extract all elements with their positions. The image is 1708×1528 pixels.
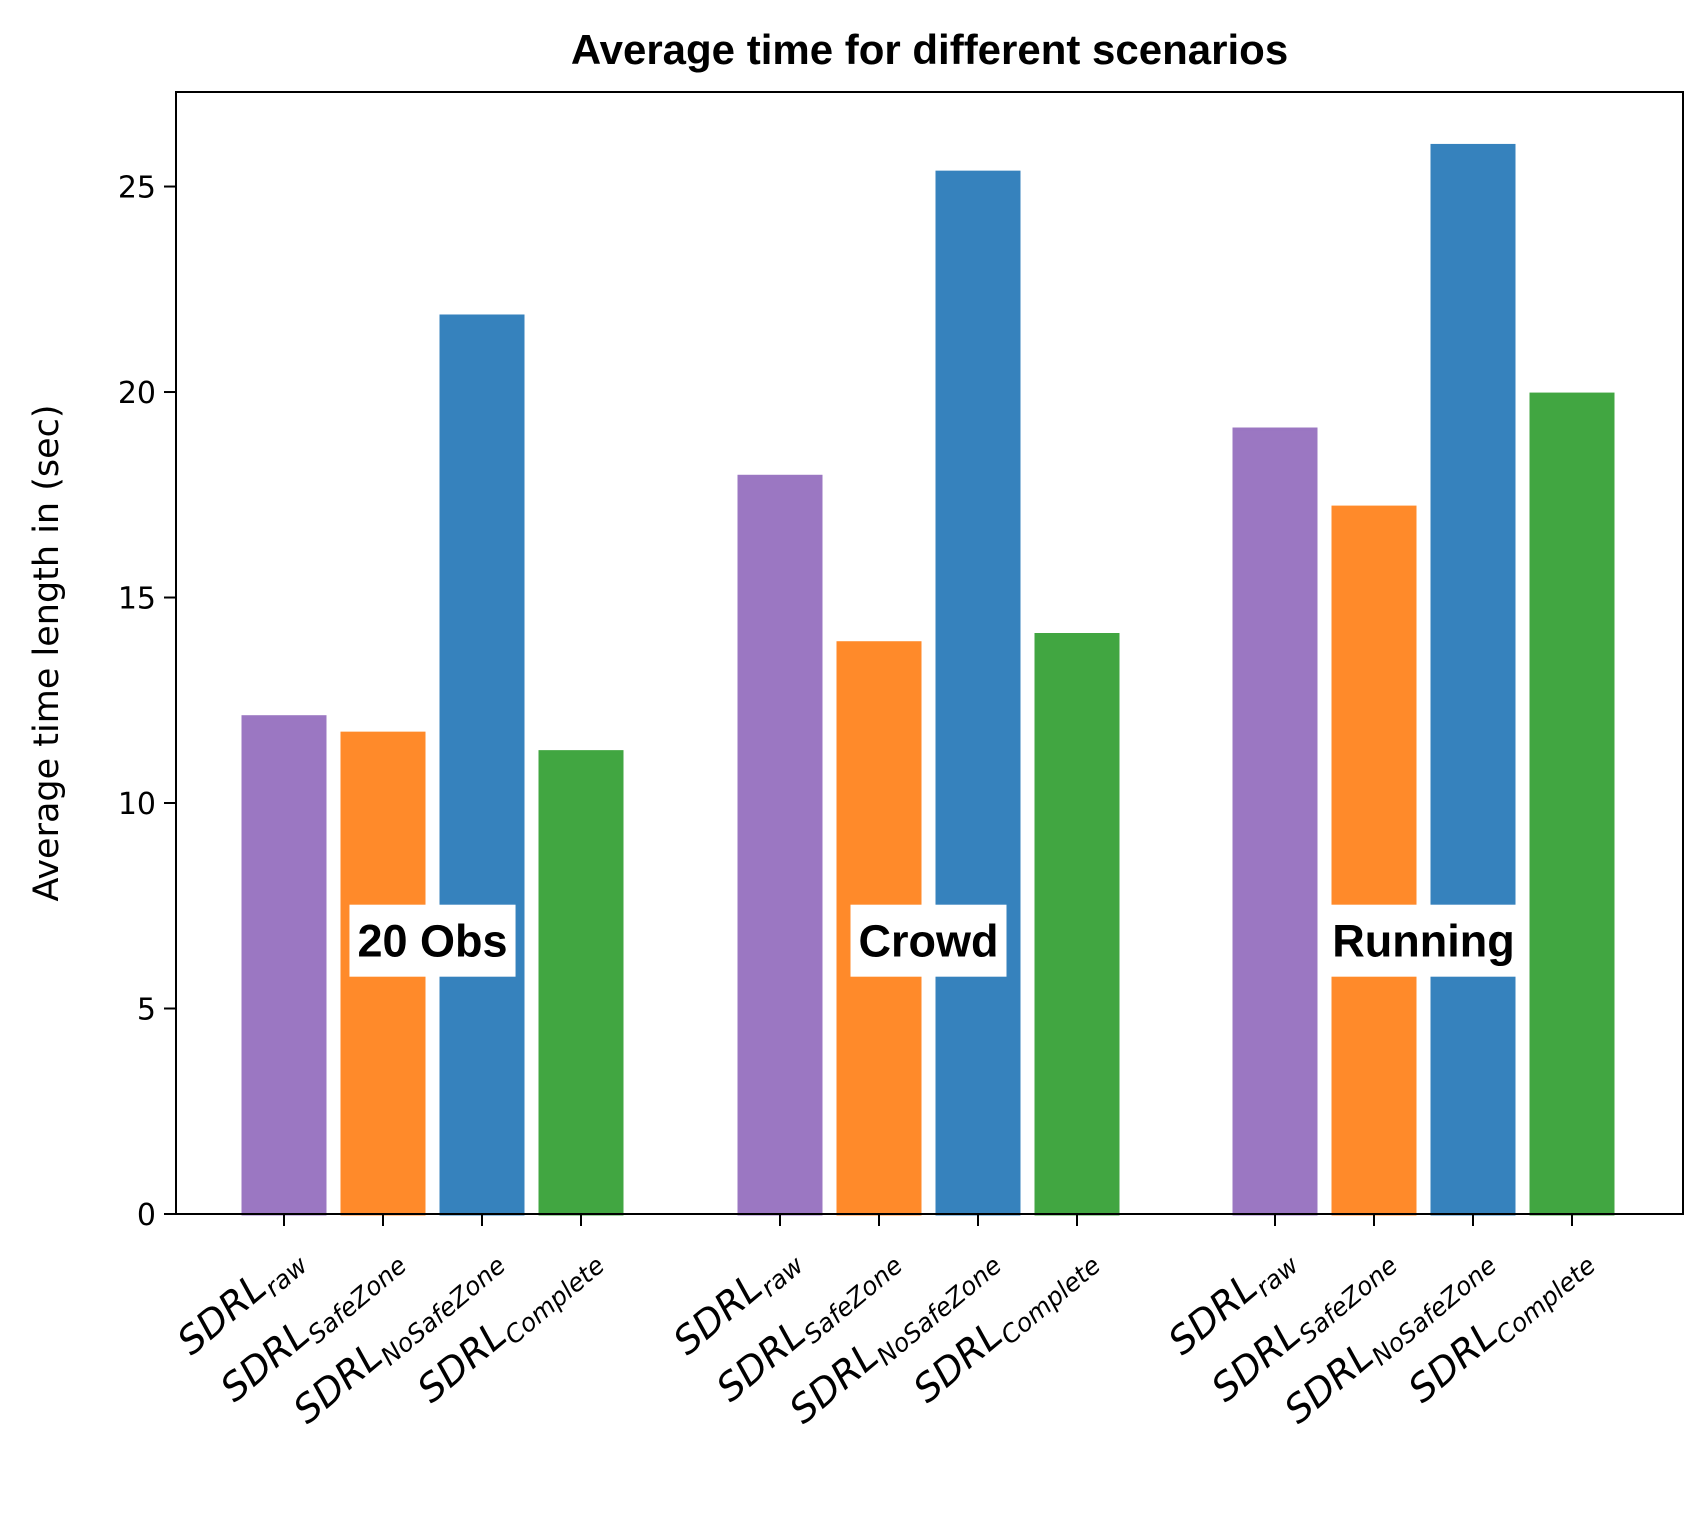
group-label-2: Running <box>1332 916 1514 967</box>
bars-layer <box>241 143 1615 1216</box>
y-tick-label-2: 10 <box>118 787 156 822</box>
x-tick-label-subscript: Complete <box>499 1251 610 1351</box>
chart-title: Average time for different scenarios <box>571 26 1288 73</box>
bar-1-0 <box>737 474 823 1216</box>
bar-1-3 <box>1034 633 1120 1216</box>
group-label-box-2 <box>1324 904 1523 977</box>
x-tick-label-subscript: Complete <box>1490 1251 1601 1351</box>
bar-2-0 <box>1232 427 1318 1216</box>
bar-0-2 <box>439 314 525 1216</box>
bar-2-3 <box>1529 392 1615 1216</box>
group-label-box-1 <box>850 904 1007 977</box>
plot-frame <box>175 91 1684 1215</box>
bar-2-1 <box>1331 505 1417 1216</box>
bar-0-0 <box>241 715 327 1216</box>
y-tick-label-4: 20 <box>118 376 156 411</box>
group-label-box-0 <box>349 904 516 977</box>
y-tick-label-1: 5 <box>137 993 156 1028</box>
bar-2-2 <box>1430 143 1516 1216</box>
bar-1-2 <box>935 170 1021 1216</box>
y-axis-label: Average time length in (sec) <box>27 404 67 901</box>
group-label-1: Crowd <box>859 916 999 967</box>
x-tick-label-subscript: Complete <box>995 1251 1106 1351</box>
group-label-0: 20 Obs <box>357 916 507 967</box>
y-tick-label-5: 25 <box>118 171 156 206</box>
y-tick-label-0: 0 <box>137 1198 156 1233</box>
y-tick-label-3: 15 <box>118 582 156 617</box>
bar-0-3 <box>538 750 624 1216</box>
